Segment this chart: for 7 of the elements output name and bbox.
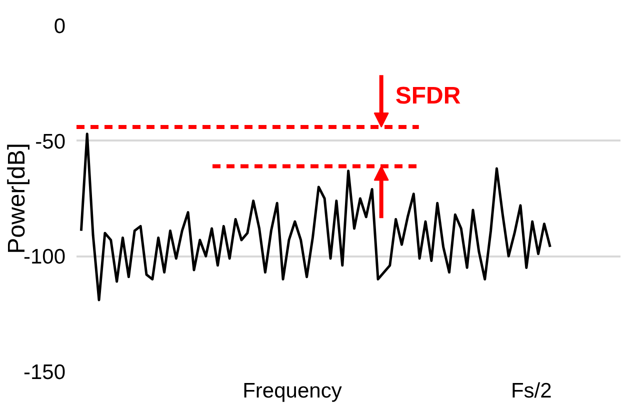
- annotation: SFDR: [395, 82, 461, 110]
- text: Fs/2: [510, 380, 552, 402]
- line-series: [80, 132, 552, 302]
- y-tick-label: 0: [54, 15, 66, 38]
- y-tick-label: -150: [23, 361, 66, 384]
- x-axis-title: Frequency: [242, 380, 342, 402]
- y-tick-label: -50: [35, 130, 66, 154]
